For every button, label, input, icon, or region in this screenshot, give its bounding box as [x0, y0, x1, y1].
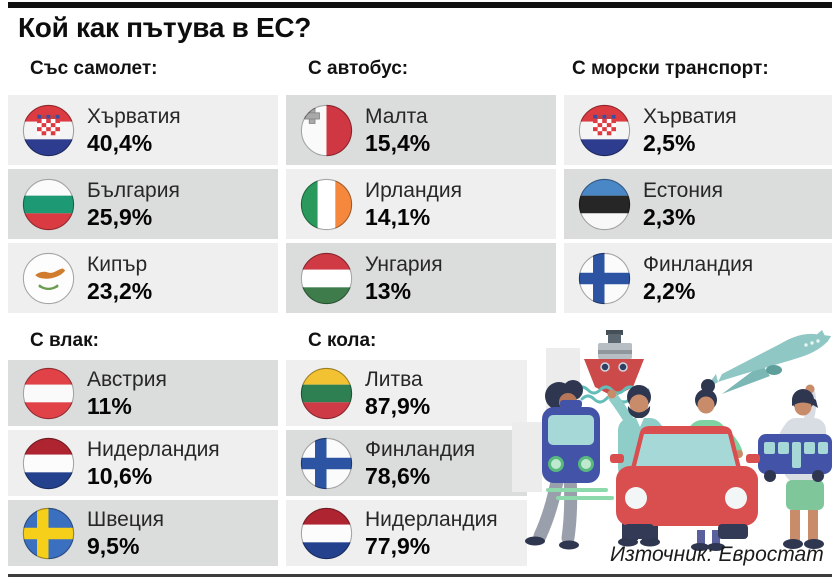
country-row: Унгария 13% [286, 243, 556, 313]
country-row: Малта 15,4% [286, 95, 556, 165]
lithuania-flag-icon [300, 367, 353, 420]
section-header: С морски транспорт: [572, 58, 769, 79]
country-name: Австрия [87, 367, 167, 391]
section-by-bus: С автобус: Малта 15,4% Ирландия 14,1% Унга… [286, 58, 556, 317]
country-row: Хърватия 40,4% [8, 95, 278, 165]
country-row: Финландия 78,6% [286, 430, 527, 496]
country-value: 13% [365, 277, 412, 304]
country-row: България 25,9% [8, 169, 278, 239]
country-name: Финландия [643, 252, 754, 276]
page-title: Кой как пътува в ЕС? [18, 12, 312, 43]
bus-icon [758, 434, 832, 482]
section-by-sea: С морски транспорт: Хърватия 2,5% Естония… [564, 58, 832, 317]
hungary-flag-icon [300, 252, 353, 305]
country-name: Хърватия [643, 104, 737, 128]
country-value: 2,3% [643, 203, 696, 230]
country-row: Нидерландия 10,6% [8, 430, 278, 496]
ireland-flag-icon [300, 178, 353, 231]
country-name: България [87, 178, 180, 202]
top-divider [8, 2, 832, 8]
country-name: Унгария [365, 252, 443, 276]
country-row: Литва 87,9% [286, 360, 527, 426]
country-value: 40,4% [87, 129, 153, 156]
country-name: Малта [365, 104, 428, 128]
country-row: Финландия 2,2% [564, 243, 832, 313]
country-name: Литва [365, 367, 423, 391]
croatia-flag-icon [22, 104, 75, 157]
croatia-flag-icon [578, 104, 631, 157]
bottom-divider [8, 574, 832, 577]
train-icon [542, 400, 614, 500]
country-name: Финландия [365, 437, 476, 461]
country-name: Швеция [87, 507, 164, 531]
country-value: 10,6% [87, 462, 153, 489]
finland-flag-icon [578, 252, 631, 305]
decor-square [512, 422, 542, 492]
section-header: С автобус: [308, 58, 409, 79]
austria-flag-icon [22, 367, 75, 420]
country-value: 87,9% [365, 392, 431, 419]
country-row: Швеция 9,5% [8, 500, 278, 566]
country-value: 77,9% [365, 532, 431, 559]
country-name: Нидерландия [87, 437, 220, 461]
country-value: 2,2% [643, 277, 696, 304]
country-value: 2,5% [643, 129, 696, 156]
netherlands-flag-icon [300, 507, 353, 560]
country-name: Хърватия [87, 104, 181, 128]
netherlands-flag-icon [22, 437, 75, 490]
sweden-flag-icon [22, 507, 75, 560]
country-value: 9,5% [87, 532, 140, 559]
travel-illustration [512, 330, 838, 562]
section-header: С влак: [30, 330, 99, 351]
country-name: Нидерландия [365, 507, 498, 531]
country-row: Ирландия 14,1% [286, 169, 556, 239]
source-credit: Източник: Евростат [610, 543, 824, 566]
cyprus-flag-icon [22, 252, 75, 305]
section-header: Със самолет: [30, 58, 158, 79]
country-row: Австрия 11% [8, 360, 278, 426]
bulgaria-flag-icon [22, 178, 75, 231]
country-value: 11% [87, 392, 132, 419]
country-value: 25,9% [87, 203, 153, 230]
country-value: 15,4% [365, 129, 431, 156]
country-value: 23,2% [87, 277, 153, 304]
malta-flag-icon [300, 104, 353, 157]
country-value: 78,6% [365, 462, 431, 489]
estonia-flag-icon [578, 178, 631, 231]
country-row: Хърватия 2,5% [564, 95, 832, 165]
car-icon [610, 426, 760, 539]
section-header: С кола: [308, 330, 377, 351]
country-row: Нидерландия 77,9% [286, 500, 527, 566]
country-name: Кипър [87, 252, 148, 276]
airplane-icon [704, 330, 831, 394]
country-row: Кипър 23,2% [8, 243, 278, 313]
section-by-car: С кола: Литва 87,9% Финландия 78,6% Нидерл… [286, 330, 527, 570]
section-by-train: С влак: Австрия 11% Нидерландия 10,6% Швец… [8, 330, 278, 570]
country-name: Ирландия [365, 178, 462, 202]
country-name: Естония [643, 178, 724, 202]
country-row: Естония 2,3% [564, 169, 832, 239]
section-by-plane: Със самолет: Хърватия 40,4% България 25,9%… [8, 58, 278, 317]
country-value: 14,1% [365, 203, 431, 230]
finland-flag-icon [300, 437, 353, 490]
